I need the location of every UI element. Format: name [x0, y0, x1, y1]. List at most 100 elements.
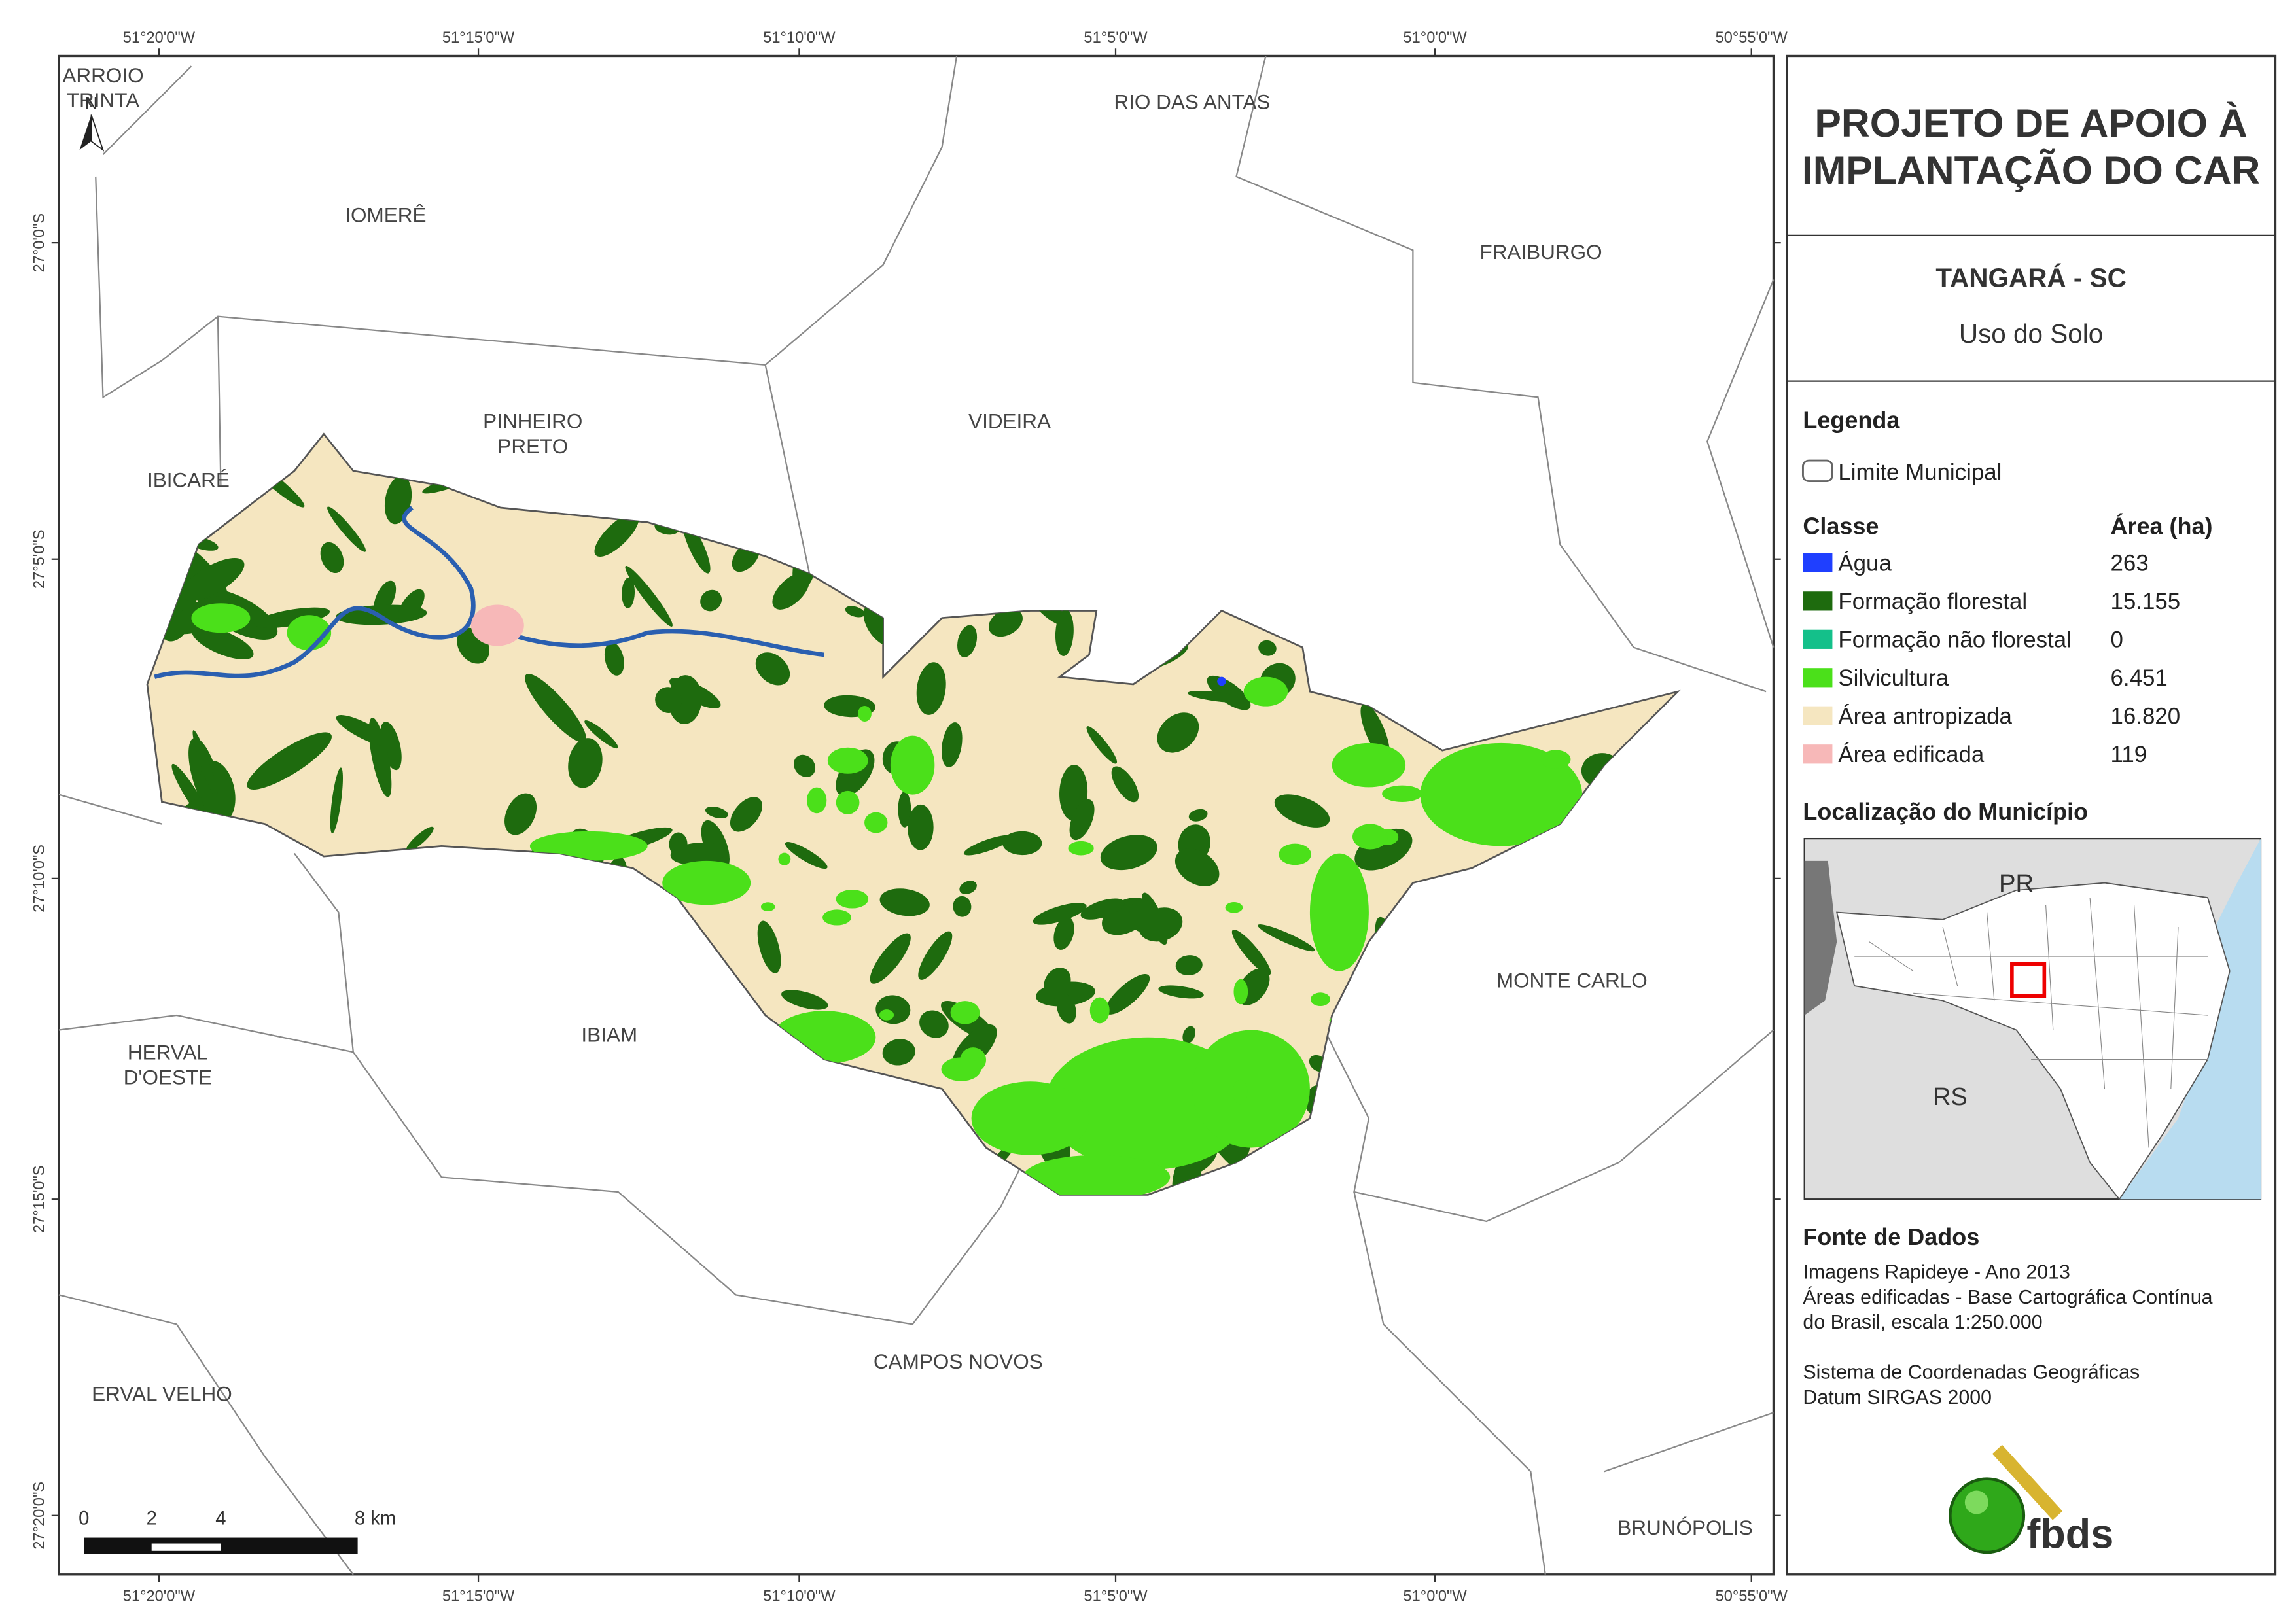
class-name: Formação não florestal	[1838, 627, 2072, 653]
forest-patch	[406, 826, 434, 852]
forest-patch	[655, 687, 682, 713]
legend-label: Limite Municipal	[1838, 459, 2002, 485]
silviculture-patch	[778, 852, 791, 865]
scale-bar: 0 2 4 8 km	[79, 1508, 396, 1554]
silviculture-patch	[1089, 997, 1110, 1024]
class-area: 15.155	[2111, 589, 2181, 614]
silviculture-patch	[1352, 824, 1388, 850]
silviculture-patch	[950, 1001, 980, 1024]
silviculture-patch	[971, 1081, 1089, 1155]
class-name: Água	[1838, 551, 1892, 576]
longitude-label: 51°10'0"W	[763, 29, 836, 46]
forest-patch	[963, 835, 1012, 856]
forest-patch	[1044, 968, 1071, 999]
latitude-label: 27°10'0"S	[31, 845, 48, 913]
boundary-swatch	[1801, 459, 1833, 482]
forest-patch	[668, 675, 702, 724]
source-line: Áreas edificadas - Base Cartográfica Con…	[1803, 1287, 2212, 1308]
forest-patch	[882, 1039, 915, 1066]
longitude-label: 50°55'0"W	[1716, 29, 1788, 46]
forest-patch	[336, 715, 392, 747]
silviculture-patch	[836, 890, 869, 909]
forest-patch	[785, 842, 828, 869]
forest-patch	[918, 931, 953, 980]
silviculture-patch	[890, 735, 935, 795]
legend-title: Legenda	[1803, 407, 1900, 434]
forest-patch	[625, 565, 673, 627]
longitude-label: 51°20'0"W	[123, 29, 196, 46]
source-line: Datum SIRGAS 2000	[1803, 1387, 1992, 1408]
forest-patch	[1053, 916, 1074, 950]
class-swatch	[1803, 553, 1833, 572]
longitude-label: 51°15'0"W	[442, 29, 515, 46]
forest-patch	[1182, 1026, 1195, 1044]
forest-patch	[757, 920, 781, 973]
latitude-label: 27°15'0"S	[31, 1165, 48, 1233]
silviculture-patch	[1420, 742, 1583, 846]
latitude-label: 27°5'0"S	[31, 529, 48, 589]
forest-patch	[959, 881, 977, 894]
longitude-label: 50°55'0"W	[1716, 1588, 1788, 1605]
longitude-label: 51°0'0"W	[1404, 29, 1468, 46]
longitude-label: 51°15'0"W	[442, 1588, 515, 1605]
forest-patch	[908, 804, 934, 850]
class-swatch	[1803, 706, 1833, 725]
class-swatch	[1803, 629, 1833, 649]
forest-patch	[1274, 794, 1330, 828]
scale-label: 8 km	[355, 1508, 396, 1529]
forest-patch	[705, 807, 728, 818]
forest-patch	[192, 626, 254, 660]
latitude-labels: 27°0'0"S 27°5'0"S 27°10'0"S 27°15'0"S 27°20'…	[31, 213, 48, 1550]
place-label: D'OESTE	[124, 1066, 212, 1089]
forest-patch	[879, 888, 930, 916]
class-area: 6.451	[2111, 665, 2168, 691]
place-label: BRUNÓPOLIS	[1617, 1516, 1752, 1539]
forest-patch	[1069, 799, 1095, 841]
place-label: IBIAM	[581, 1023, 637, 1047]
forest-patch	[794, 754, 816, 777]
forest-patch	[1258, 640, 1277, 656]
forest-patch	[953, 896, 972, 917]
place-label: PINHEIRO	[483, 410, 582, 433]
north-label: N	[85, 93, 98, 113]
forest-patch	[1158, 985, 1204, 999]
latitude-label: 27°20'0"S	[31, 1482, 48, 1550]
forest-patch	[1056, 993, 1076, 1024]
silviculture-patch	[836, 790, 860, 814]
silviculture-patch	[760, 902, 775, 912]
longitude-labels: 51°20'0"W 51°20'0"W 51°15'0"W 51°15'0"W 51°1…	[123, 29, 1788, 1605]
place-label: PRETO	[497, 434, 568, 458]
forest-patch	[1033, 903, 1087, 925]
place-label: ARROIO	[62, 63, 143, 87]
side-panel: PROJETO DE APOIO À IMPLANTAÇÃO DO CAR TA…	[1786, 54, 2277, 1576]
municipality: TANGARÁ - SC	[1935, 263, 2127, 293]
forest-patch	[1258, 924, 1315, 952]
scale-label: 4	[215, 1508, 226, 1529]
class-name: Área antropizada	[1838, 704, 2012, 729]
forest-patch	[845, 606, 865, 618]
source-text: Imagens Rapideye - Ano 2013 Áreas edifica…	[1803, 1262, 2212, 1408]
forest-patch	[254, 607, 330, 628]
class-swatch	[1803, 591, 1833, 611]
forest-patch	[870, 933, 911, 984]
forest-patch	[568, 738, 603, 788]
silviculture-patch	[1233, 1079, 1248, 1105]
forest-patch	[1105, 974, 1150, 1015]
forest-patch	[942, 722, 963, 767]
class-swatch	[1803, 668, 1833, 688]
scale-label: 2	[147, 1508, 157, 1529]
forest-patch	[504, 793, 537, 835]
silviculture-patch	[191, 603, 251, 633]
graticule-ticks	[51, 48, 1781, 1582]
title: PROJETO DE APOIO À	[1814, 101, 2247, 145]
forest-patch	[1188, 691, 1246, 703]
forest-patch	[1188, 809, 1208, 822]
longitude-label: 51°5'0"W	[1084, 29, 1148, 46]
silviculture-patch	[529, 831, 648, 861]
silviculture-patch	[1243, 676, 1288, 707]
municipal-boundaries	[58, 56, 1775, 1575]
forest-patch	[320, 542, 344, 574]
tick-marks	[51, 48, 1781, 1582]
locator-label: PR	[1999, 869, 2034, 898]
